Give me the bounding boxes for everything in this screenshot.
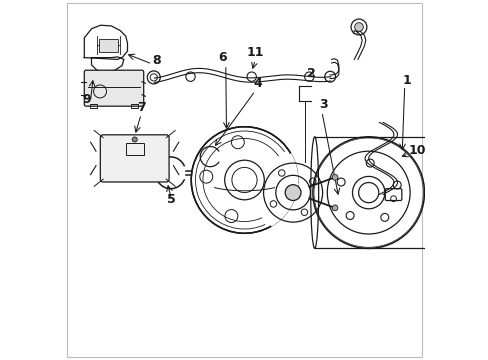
Text: 9: 9	[82, 93, 91, 105]
Bar	[131, 104, 138, 108]
Wedge shape	[244, 153, 298, 226]
Circle shape	[331, 205, 337, 211]
Text: 10: 10	[408, 144, 425, 157]
Text: 3: 3	[319, 98, 327, 111]
Circle shape	[331, 175, 337, 180]
Text: 11: 11	[246, 46, 264, 59]
Text: 6: 6	[218, 51, 227, 64]
FancyBboxPatch shape	[84, 70, 143, 106]
Text: 2: 2	[306, 67, 315, 80]
Text: 7: 7	[137, 100, 145, 113]
Circle shape	[132, 137, 137, 142]
Text: 8: 8	[152, 54, 160, 67]
Bar	[125, 143, 143, 155]
Bar	[99, 39, 118, 52]
Circle shape	[354, 23, 363, 31]
Bar	[89, 104, 97, 108]
Circle shape	[285, 185, 301, 201]
Text: 1: 1	[401, 75, 410, 87]
FancyBboxPatch shape	[100, 135, 169, 182]
Text: 5: 5	[167, 193, 175, 206]
Text: 4: 4	[253, 77, 262, 90]
